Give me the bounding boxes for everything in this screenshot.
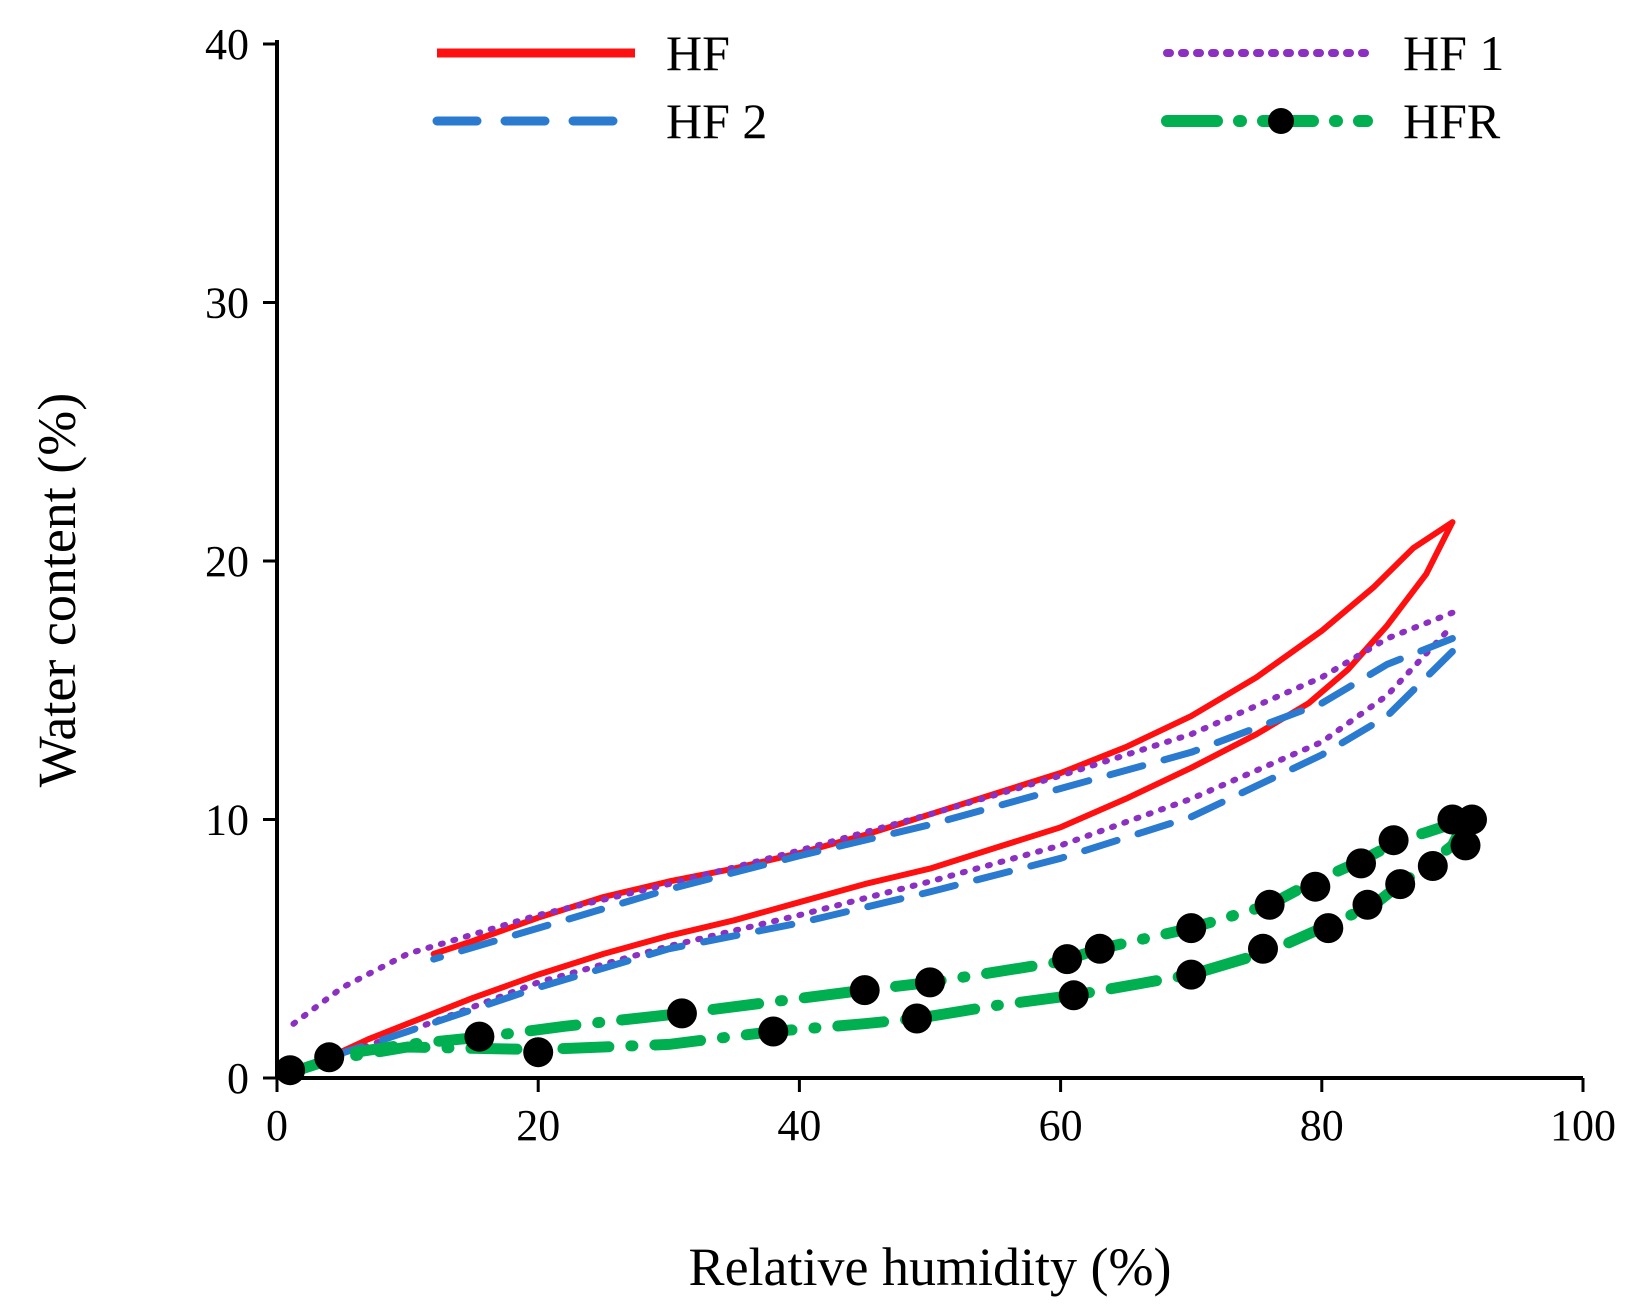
legend-marker-hfr	[1268, 108, 1294, 134]
series-hf1-sorption	[287, 622, 1456, 1074]
legend-label-hfr: HFR	[1403, 93, 1501, 149]
x-tick-label: 0	[266, 1101, 288, 1150]
legend-label-hf: HF	[666, 25, 730, 81]
series-hfr-point	[464, 1021, 495, 1052]
x-tick-label: 80	[1300, 1101, 1344, 1150]
y-tick-label: 20	[205, 537, 249, 586]
series-hfr-point	[275, 1055, 306, 1086]
tick-layer: 0 20 40 60 80 100 0 10 20 30 40	[205, 20, 1616, 1150]
series-hfr-point	[1176, 959, 1207, 990]
series-hfr-point	[1254, 889, 1285, 920]
y-tick-label: 0	[227, 1054, 249, 1103]
series-hf-sorption	[287, 519, 1456, 1074]
x-tick-label: 100	[1550, 1101, 1616, 1150]
series-hf1-desorption	[287, 609, 1456, 1030]
series-hfr-point	[1052, 944, 1083, 975]
series-hfr-point	[1385, 869, 1416, 900]
series-hfr-point	[314, 1042, 345, 1073]
series-hfr-point	[666, 998, 697, 1029]
series-hfr-point	[758, 1016, 789, 1047]
series-hfr-point	[1248, 933, 1278, 964]
marker-layer	[275, 804, 1487, 1086]
series-hfr-point	[1450, 830, 1481, 861]
series-hfr-point	[523, 1037, 554, 1068]
series-hfr-point	[1346, 848, 1376, 879]
x-tick-label: 60	[1039, 1101, 1083, 1150]
series-hfr-point	[1084, 933, 1115, 964]
y-tick-label: 40	[205, 20, 249, 69]
y-tick-label: 10	[205, 796, 249, 845]
x-tick-label: 20	[516, 1101, 560, 1150]
series-hfr-point	[915, 967, 945, 998]
y-axis-title: Water content (%)	[27, 393, 87, 787]
series-hfr-point	[1058, 980, 1089, 1011]
legend-label-hf2: HF 2	[666, 93, 767, 149]
series-hfr-point	[1417, 851, 1448, 881]
series-hfr-point	[1378, 825, 1409, 856]
legend-label-hf1: HF 1	[1403, 25, 1504, 81]
series-hf2-desorption	[430, 635, 1456, 963]
series-hfr-point	[1300, 871, 1331, 902]
series-hfr-point	[1457, 804, 1487, 835]
series-hfr-point	[901, 1003, 932, 1034]
series-hfr-point	[849, 975, 880, 1006]
series-hfr-point	[1352, 889, 1383, 920]
y-tick-label: 30	[205, 279, 249, 328]
series-hf2-sorption	[325, 648, 1456, 1061]
series-hfr-point	[1313, 913, 1344, 944]
series-hfr-point	[1176, 913, 1207, 944]
x-axis-title: Relative humidity (%)	[689, 1237, 1172, 1297]
x-tick-label: 40	[777, 1101, 821, 1150]
legend: HF HF 2 HF 1 HFR	[432, 25, 1504, 149]
